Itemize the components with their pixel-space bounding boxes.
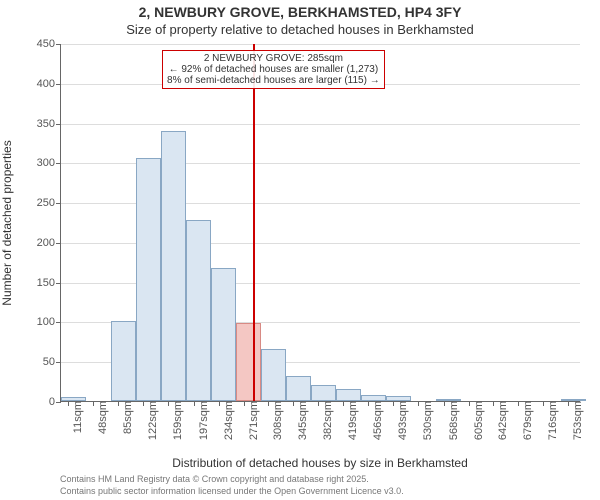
y-tick-label: 250	[37, 197, 61, 209]
x-tick-label: 679sqm	[518, 401, 534, 440]
x-tick-label: 85sqm	[118, 401, 134, 434]
y-tick-label: 200	[37, 237, 61, 249]
y-tick-label: 150	[37, 277, 61, 289]
x-tick-label: 159sqm	[168, 401, 184, 440]
y-tick-label: 450	[37, 38, 61, 50]
histogram-bar	[286, 376, 311, 401]
footer-line-1: Contains HM Land Registry data © Crown c…	[0, 474, 600, 484]
grid-line	[61, 124, 580, 125]
x-tick-label: 308sqm	[268, 401, 284, 440]
histogram-bar	[336, 389, 361, 401]
histogram-bar	[311, 385, 336, 401]
marker-line	[253, 44, 255, 401]
x-tick-label: 642sqm	[493, 401, 509, 440]
chart-title: 2, NEWBURY GROVE, BERKHAMSTED, HP4 3FY	[0, 4, 600, 20]
x-tick-label: 11sqm	[68, 401, 84, 433]
x-tick-label: 382sqm	[318, 401, 334, 440]
annotation-line: 2 NEWBURY GROVE: 285sqm	[167, 53, 380, 64]
x-tick-label: 493sqm	[393, 401, 409, 440]
x-tick-label: 530sqm	[418, 401, 434, 440]
x-tick-label: 605sqm	[469, 401, 485, 440]
histogram-bar	[561, 399, 586, 401]
histogram-bar	[386, 396, 411, 401]
histogram-bar	[161, 131, 186, 401]
y-tick-label: 350	[37, 118, 61, 130]
histogram-bar	[436, 399, 461, 401]
x-axis-title: Distribution of detached houses by size …	[60, 456, 580, 470]
x-tick-label: 234sqm	[219, 401, 235, 440]
x-tick-label: 419sqm	[343, 401, 359, 440]
annotation-line: 8% of semi-detached houses are larger (1…	[167, 75, 380, 86]
histogram-bar	[136, 158, 161, 401]
histogram-bar	[211, 268, 236, 401]
y-tick-label: 300	[37, 157, 61, 169]
grid-line	[61, 44, 580, 45]
x-tick-label: 197sqm	[194, 401, 210, 440]
histogram-bar	[186, 220, 211, 401]
y-tick-label: 50	[43, 356, 61, 368]
chart-container: { "chart": { "type": "histogram", "title…	[0, 0, 600, 500]
x-tick-label: 345sqm	[293, 401, 309, 440]
y-tick-label: 0	[49, 396, 61, 408]
y-tick-label: 400	[37, 78, 61, 90]
histogram-bar	[111, 321, 136, 401]
x-tick-label: 568sqm	[444, 401, 460, 440]
annotation-box: 2 NEWBURY GROVE: 285sqm← 92% of detached…	[162, 50, 385, 89]
y-axis-title: Number of detached properties	[0, 140, 14, 305]
plot-area: 05010015020025030035040045011sqm48sqm85s…	[60, 44, 580, 402]
footer-line-2: Contains public sector information licen…	[0, 486, 600, 496]
y-tick-label: 100	[37, 316, 61, 328]
histogram-bar-highlight	[236, 323, 261, 401]
annotation-line: ← 92% of detached houses are smaller (1,…	[167, 64, 380, 75]
chart-subtitle: Size of property relative to detached ho…	[0, 22, 600, 37]
histogram-bar	[261, 349, 286, 401]
x-tick-label: 48sqm	[93, 401, 109, 434]
x-tick-label: 122sqm	[143, 401, 159, 440]
x-tick-label: 271sqm	[244, 401, 260, 440]
histogram-bar	[61, 397, 86, 401]
histogram-bar	[361, 395, 386, 401]
x-tick-label: 753sqm	[568, 401, 584, 440]
x-tick-label: 716sqm	[543, 401, 559, 440]
x-tick-label: 456sqm	[368, 401, 384, 440]
